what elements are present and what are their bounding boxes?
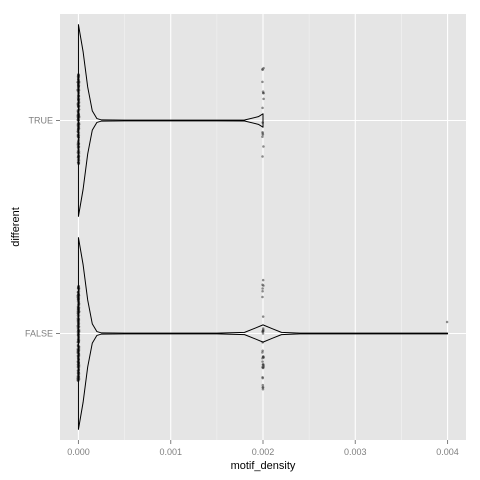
data-point	[262, 284, 265, 287]
data-point	[261, 289, 264, 293]
data-point	[261, 130, 264, 134]
x-tick-label: 0.000	[67, 447, 90, 457]
x-axis-title: motif_density	[231, 460, 296, 472]
data-point	[261, 135, 264, 139]
data-point	[261, 133, 265, 136]
y-tick-label: FALSE	[25, 329, 53, 339]
data-point	[261, 287, 264, 290]
data-point	[261, 90, 265, 93]
data-point	[261, 376, 264, 380]
data-point	[261, 106, 264, 110]
data-point	[261, 388, 265, 391]
x-tick-label: 0.003	[344, 447, 367, 457]
x-tick-label: 0.002	[252, 447, 275, 457]
data-point	[262, 145, 265, 148]
y-tick-label: TRUE	[29, 116, 54, 126]
data-point	[261, 386, 265, 389]
data-point	[261, 68, 264, 71]
grid-minor	[124, 14, 402, 440]
data-point	[261, 383, 265, 387]
data-point	[261, 315, 265, 318]
data-point	[445, 320, 449, 324]
data-point	[261, 351, 264, 354]
x-tick-label: 0.004	[436, 447, 459, 457]
data-point	[261, 327, 265, 330]
violin-true	[77, 24, 264, 217]
data-point	[261, 80, 264, 84]
data-point	[262, 97, 265, 101]
data-point	[262, 366, 265, 369]
data-point	[262, 364, 265, 367]
y-axis-title: different	[10, 207, 22, 247]
x-axis-ticks: 0.000 0.001 0.002 0.003 0.004	[67, 440, 459, 457]
violins-layer	[77, 24, 449, 430]
data-point	[261, 360, 264, 363]
data-point	[261, 278, 265, 282]
data-point	[262, 329, 265, 333]
data-point	[261, 155, 264, 158]
y-axis-ticks: FALSE TRUE	[25, 116, 60, 339]
x-tick-label: 0.001	[159, 447, 182, 457]
data-point	[261, 295, 264, 299]
data-point	[261, 356, 264, 360]
violin-false	[77, 237, 449, 430]
